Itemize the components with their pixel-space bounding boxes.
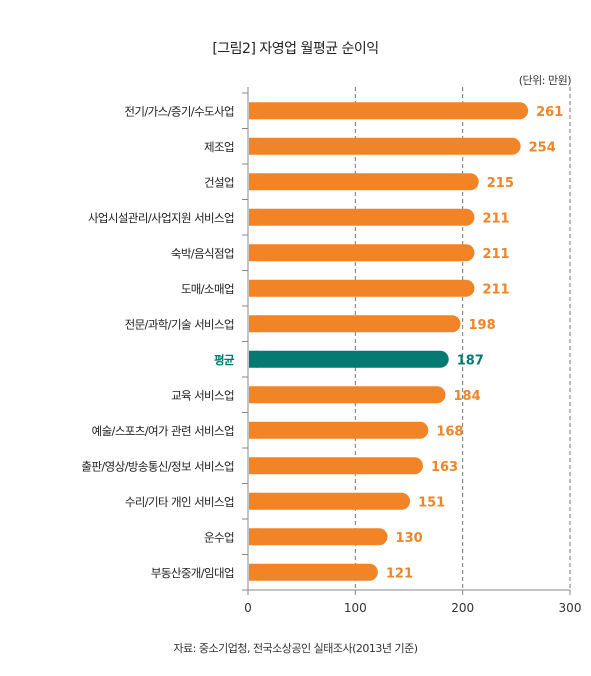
bar-base xyxy=(249,528,258,546)
bar xyxy=(249,279,475,297)
value-labels: 261 254 215 211 211 211 198 187 184 168 163 151 130 1… xyxy=(386,105,563,582)
chart-title: [그림2] 자영업 월평균 순이익 xyxy=(212,41,379,57)
value-label: 130 xyxy=(396,531,423,546)
source-note: 자료: 중소기업청, 전국소상공인 실태조사(2013년 기준) xyxy=(173,642,418,655)
bar-base xyxy=(249,315,258,333)
bar-base xyxy=(249,102,258,120)
category-label: 전기/가스/증기/수도사업 xyxy=(124,104,234,118)
value-label: 163 xyxy=(431,460,458,475)
bar-base xyxy=(249,457,258,475)
bar-base xyxy=(249,421,258,439)
bar xyxy=(249,421,429,439)
bar-base xyxy=(249,563,258,581)
bar xyxy=(249,137,521,155)
bar xyxy=(249,457,423,475)
bar-base xyxy=(249,173,258,191)
bar xyxy=(249,350,449,368)
bar-base xyxy=(249,208,258,226)
value-label: 184 xyxy=(453,389,480,404)
value-label: 211 xyxy=(482,282,509,297)
bar xyxy=(249,244,475,262)
value-label: 187 xyxy=(457,353,484,368)
value-label: 211 xyxy=(482,247,509,262)
category-label: 도매/소매업 xyxy=(181,282,234,296)
bar xyxy=(249,528,388,546)
grid-lines xyxy=(354,87,571,590)
category-label: 사업시설관리/사업지원 서비스업 xyxy=(88,211,234,225)
value-label: 121 xyxy=(386,566,413,581)
value-label: 254 xyxy=(529,140,556,155)
category-label: 제조업 xyxy=(204,140,234,154)
bar-base xyxy=(249,137,258,155)
category-label: 예술/스포츠/여가 관련 서비스업 xyxy=(92,424,234,438)
bar-base xyxy=(249,386,258,404)
x-tick-label: 200 xyxy=(451,601,474,615)
category-label: 건설업 xyxy=(204,175,234,189)
bar-base xyxy=(249,244,258,262)
bar xyxy=(249,315,461,333)
x-tick-label: 300 xyxy=(559,601,582,615)
bar xyxy=(249,386,446,404)
bar-base xyxy=(249,492,258,510)
category-label: 수리/기타 개인 서비스업 xyxy=(125,495,234,509)
category-label: 운수업 xyxy=(204,530,234,544)
value-label: 261 xyxy=(536,105,563,120)
bar xyxy=(249,563,378,581)
value-label: 168 xyxy=(436,424,463,439)
unit-label: (단위: 만원) xyxy=(518,74,572,87)
x-axis: 0 100 200 300 xyxy=(242,87,581,615)
value-label: 211 xyxy=(482,211,509,226)
x-tick-label: 0 xyxy=(244,601,252,615)
bar xyxy=(249,208,475,226)
category-label: 교육 서비스업 xyxy=(171,388,234,402)
bars xyxy=(249,102,529,581)
bar-base xyxy=(249,350,258,368)
bar xyxy=(249,102,529,120)
x-tick-label: 100 xyxy=(344,601,367,615)
category-label: 부동산중개/임대업 xyxy=(151,566,234,580)
bar xyxy=(249,173,479,191)
category-label: 출판/영상/방송통신/정보 서비스업 xyxy=(81,459,234,473)
bar-base xyxy=(249,279,258,297)
value-label: 215 xyxy=(487,176,514,191)
category-label: 전문/과학/기술 서비스업 xyxy=(125,317,234,331)
bar xyxy=(249,492,411,510)
value-label: 151 xyxy=(418,495,445,510)
category-label: 숙박/음식점업 xyxy=(171,246,234,260)
value-label: 198 xyxy=(469,318,496,333)
category-label: 평균 xyxy=(214,353,235,367)
